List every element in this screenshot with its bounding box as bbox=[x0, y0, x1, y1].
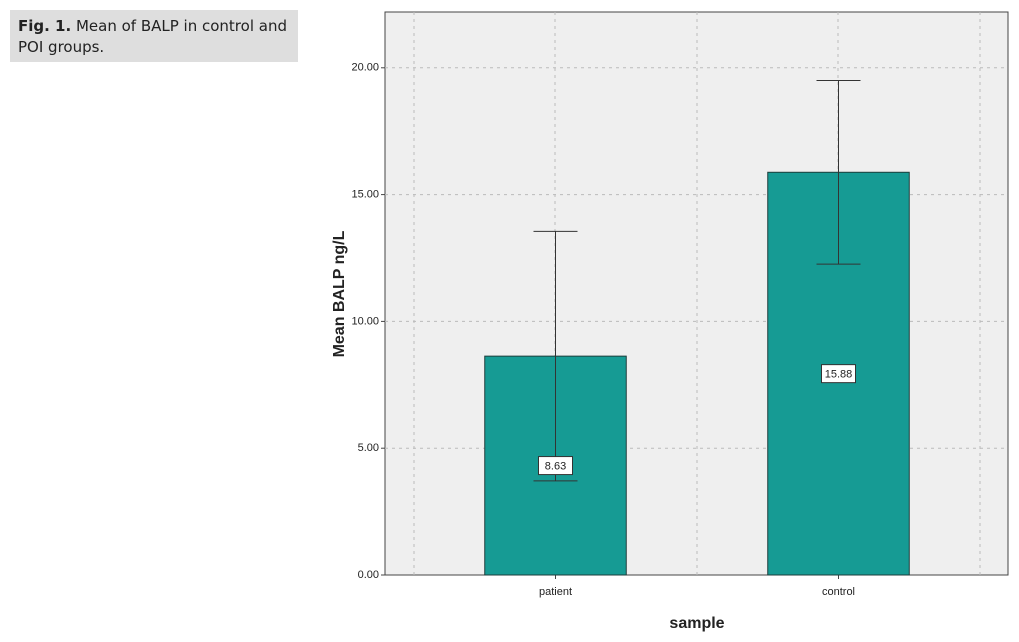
x-tick-label: control bbox=[822, 586, 855, 598]
caption-label: Fig. 1. bbox=[18, 17, 72, 35]
value-label-box bbox=[538, 456, 573, 476]
y-tick-label: 0.00 bbox=[358, 569, 379, 581]
value-label-box bbox=[821, 364, 856, 384]
x-tick-label: patient bbox=[539, 586, 572, 598]
error-bar bbox=[816, 79, 861, 265]
y-tick-label: 15.00 bbox=[351, 189, 379, 201]
y-axis-label: Mean BALP ng/L bbox=[331, 230, 348, 357]
y-tick-label: 10.00 bbox=[351, 315, 379, 327]
caption-text: Mean of BALP in control and POI groups. bbox=[18, 17, 287, 56]
value-label: 8.63 bbox=[545, 460, 566, 472]
y-tick-label: 5.00 bbox=[358, 442, 379, 454]
value-label: 15.88 bbox=[825, 369, 853, 381]
caption: Fig. 1. Mean of BALP in control and POI … bbox=[10, 10, 298, 62]
error-bar bbox=[533, 230, 578, 482]
y-tick-label: 20.00 bbox=[351, 62, 379, 74]
x-axis-label: sample bbox=[669, 615, 724, 632]
